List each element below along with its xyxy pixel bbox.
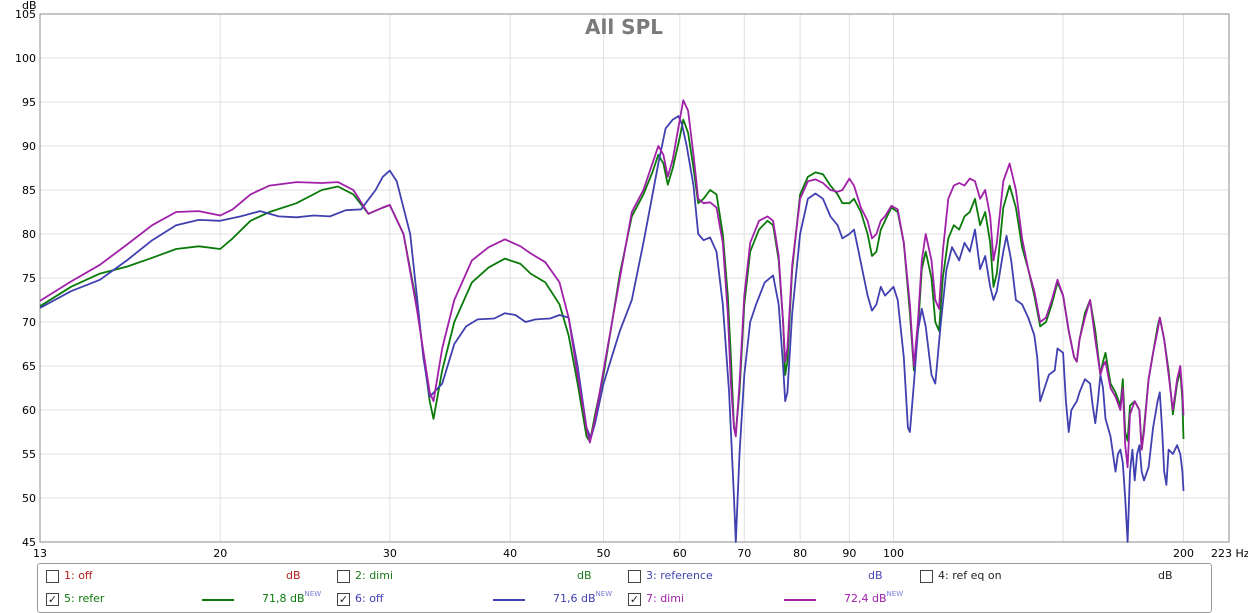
x-axis-ticks: 13 20 30 40 50 60 70 80 90 100 200 223 Hz: [33, 547, 1248, 560]
series-line-1: [39, 118, 1185, 451]
legend-label: 6: off: [355, 592, 384, 605]
legend-swatch: [493, 599, 525, 601]
x-tick-label: 30: [383, 547, 397, 560]
x-tick-label: 223 Hz: [1211, 547, 1248, 560]
legend-checkbox[interactable]: ✓: [337, 593, 350, 606]
legend-label: 7: dimi: [646, 592, 685, 605]
legend-unit: dB: [577, 569, 592, 582]
legend-unit: dB: [286, 569, 301, 582]
legend-unit: dB: [1158, 569, 1173, 582]
x-tick-label: 90: [842, 547, 856, 560]
legend-checkbox[interactable]: [337, 570, 350, 583]
series-line-2: [39, 115, 1185, 543]
legend-item[interactable]: ✓ 7: dimi 72,4 dBNEW: [628, 589, 914, 611]
x-tick-label: 60: [673, 547, 687, 560]
legend-item[interactable]: 1: off dB: [46, 566, 332, 588]
legend-swatch: [202, 599, 234, 601]
legend-new-badge: NEW: [886, 590, 904, 598]
y-tick-label: 100: [15, 52, 36, 65]
y-tick-label: 80: [22, 228, 36, 241]
x-tick-label: 70: [737, 547, 751, 560]
legend-checkbox[interactable]: ✓: [46, 593, 59, 606]
legend-item[interactable]: ✓ 6: off 71,6 dBNEW: [337, 589, 623, 611]
legend-label: 3: reference: [646, 569, 713, 582]
x-tick-label: 100: [883, 547, 904, 560]
legend-value: 71,8 dBNEW: [262, 590, 322, 605]
x-tick-label: 40: [503, 547, 517, 560]
y-axis-label: dB: [22, 0, 37, 12]
x-tick-label: 20: [213, 547, 227, 560]
x-tick-label: 13: [33, 547, 47, 560]
y-tick-label: 70: [22, 316, 36, 329]
y-tick-label: 45: [22, 536, 36, 549]
series-lines: [39, 99, 1185, 543]
y-tick-label: 90: [22, 140, 36, 153]
y-tick-label: 95: [22, 96, 36, 109]
y-tick-label: 65: [22, 360, 36, 373]
series-line-3: [39, 99, 1185, 469]
legend-label: 5: refer: [64, 592, 105, 605]
legend-label: 1: off: [64, 569, 93, 582]
legend-swatch: [784, 599, 816, 601]
chart-title: All SPL: [585, 15, 663, 39]
y-tick-label: 85: [22, 184, 36, 197]
legend-value: 71,6 dBNEW: [553, 590, 613, 605]
x-tick-label: 200: [1173, 547, 1194, 560]
legend-item[interactable]: 2: dimi dB: [337, 566, 623, 588]
x-tick-label: 80: [793, 547, 807, 560]
legend-unit: dB: [868, 569, 883, 582]
legend-item[interactable]: ✓ 5: refer 71,8 dBNEW: [46, 589, 332, 611]
chart-grid: [40, 13, 1229, 543]
y-tick-label: 75: [22, 272, 36, 285]
legend-new-badge: NEW: [595, 590, 613, 598]
y-tick-label: 50: [22, 492, 36, 505]
legend-label: 2: dimi: [355, 569, 394, 582]
legend-checkbox[interactable]: [46, 570, 59, 583]
x-tick-label: 50: [597, 547, 611, 560]
legend-checkbox[interactable]: [920, 570, 933, 583]
spl-chart: All SPL 45 50 55 60 65 70 75 80 85 90 95 100 105 13 2…: [15, 0, 1248, 560]
legend: 1: off dB 2: dimi dB 3: reference dB 4: ref eq…: [37, 563, 1212, 613]
y-tick-label: 55: [22, 448, 36, 461]
y-axis-ticks: 45 50 55 60 65 70 75 80 85 90 95 100 105: [15, 8, 36, 549]
legend-new-badge: NEW: [304, 590, 322, 598]
plot-frame: [39, 13, 1230, 543]
legend-item[interactable]: 3: reference dB: [628, 566, 914, 588]
legend-checkbox[interactable]: ✓: [628, 593, 641, 606]
legend-value: 72,4 dBNEW: [844, 590, 904, 605]
y-tick-label: 105: [15, 8, 36, 21]
legend-label: 4: ref eq on: [938, 569, 1002, 582]
y-tick-label: 60: [22, 404, 36, 417]
legend-item[interactable]: 4: ref eq on dB: [920, 566, 1206, 588]
legend-checkbox[interactable]: [628, 570, 641, 583]
